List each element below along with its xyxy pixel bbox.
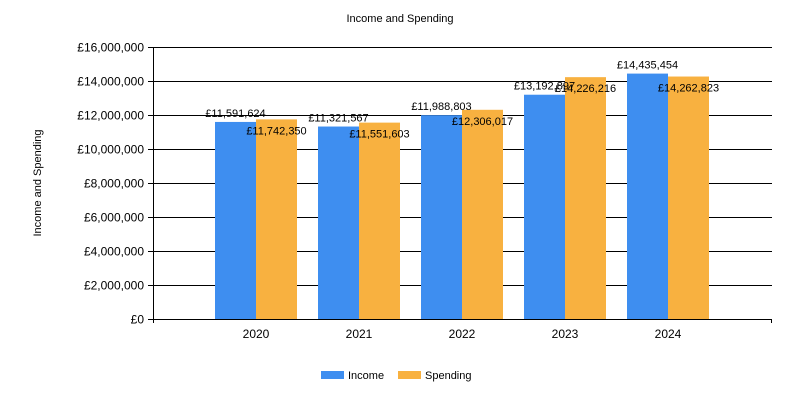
data-label-spending-2022: £12,306,017 [452,116,513,128]
y-tick-label: £8,000,000 [84,177,144,191]
bar-income-2021 [318,126,359,320]
x-tick-label: 2023 [552,327,579,341]
x-tick-label: 2024 [655,327,682,341]
y-tick-label: £10,000,000 [77,143,144,157]
bar-spending-2024 [668,76,709,319]
bar-spending-2020 [256,119,297,319]
data-label-income-2020: £11,591,624 [205,108,265,120]
legend: Income Spending [321,370,472,382]
chart-title: Income and Spending [346,13,453,25]
data-label-income-2021: £11,321,567 [308,113,368,125]
bars [215,73,709,320]
data-label-spending-2023: £14,226,216 [555,83,616,95]
axes: £0 £2,000,000 £4,000,000 £6,000,000 £8,000,0… [77,41,772,341]
bar-spending-2023 [565,77,606,319]
y-tick-label: £14,000,000 [77,75,144,89]
y-axis-title: Income and Spending [32,129,44,236]
data-labels: £11,591,624 £11,742,350£11,321,567 £11,551… [205,60,719,141]
x-tick-label: 2022 [449,327,476,341]
y-tick-label: £2,000,000 [84,279,144,293]
bar-income-2020 [215,121,256,320]
x-tick-label: 2020 [243,327,270,341]
legend-label-income: Income [348,370,384,382]
bar-spending-2021 [359,122,400,320]
bar-spending-2022 [462,109,503,319]
legend-label-spending: Spending [425,370,472,382]
data-label-income-2024: £14,435,454 [617,60,678,72]
data-label-spending-2020: £11,742,350 [246,125,306,137]
y-tick-label: £0 [131,313,145,327]
data-label-income-2023: £13,192,897 [514,81,575,93]
data-label-spending-2021: £11,551,603 [349,129,409,141]
bar-income-2023 [524,94,565,319]
bar-income-2024 [627,73,668,319]
x-tick-label: 2021 [346,327,373,341]
y-tick-label: £16,000,000 [77,41,144,55]
y-tick-label: £4,000,000 [84,245,144,259]
legend-swatch-spending [398,371,421,379]
y-tick-label: £12,000,000 [77,109,144,123]
y-tick-label: £6,000,000 [84,211,144,225]
legend-swatch-income [321,371,344,379]
bar-income-2022 [421,115,462,320]
data-label-income-2022: £11,988,803 [411,101,471,113]
data-label-spending-2024: £14,262,823 [658,83,719,95]
